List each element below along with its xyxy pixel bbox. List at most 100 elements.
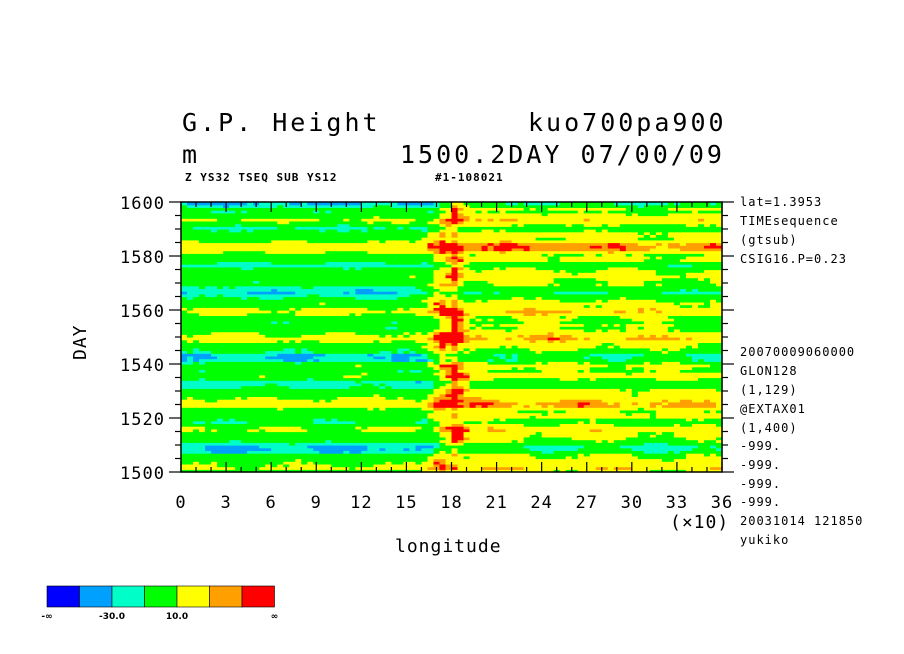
heatmap-cell — [391, 382, 398, 387]
heatmap-cell — [553, 342, 561, 346]
heatmap-cell — [205, 423, 212, 427]
heatmap-cell — [235, 453, 242, 457]
heatmap-cell — [469, 415, 477, 419]
heatmap-cell — [229, 372, 236, 376]
heatmap-cell — [469, 347, 477, 352]
heatmap-cell — [709, 380, 717, 384]
heatmap-cell — [295, 320, 302, 325]
heatmap-cell — [511, 345, 519, 349]
heatmap-cell — [475, 453, 483, 457]
heatmap-cell — [397, 326, 405, 330]
heatmap-cell — [481, 393, 489, 397]
heatmap-cell — [709, 436, 717, 441]
heatmap-cell — [505, 342, 513, 346]
heatmap-cell — [679, 331, 687, 335]
heatmap-cell — [679, 385, 687, 389]
heatmap-cell — [331, 463, 338, 468]
heatmap-cell — [679, 428, 687, 433]
heatmap-cell — [607, 418, 615, 422]
heatmap-cell — [571, 337, 579, 341]
heatmap-cell — [259, 366, 266, 370]
heatmap-cell — [325, 331, 332, 335]
heatmap-cell — [565, 364, 573, 368]
heatmap-cell — [469, 404, 477, 408]
heatmap-cell — [433, 442, 441, 446]
heatmap-cell — [469, 380, 477, 384]
heatmap-cell — [223, 428, 230, 433]
heatmap-cell — [319, 445, 326, 449]
heatmap-cell — [301, 401, 308, 406]
heatmap-cell — [643, 426, 651, 430]
heatmap-cell — [415, 331, 423, 335]
heatmap-cell — [301, 426, 308, 430]
heatmap-cell — [181, 337, 188, 341]
heatmap-cell — [643, 326, 651, 330]
heatmap-cell — [583, 358, 591, 362]
heatmap-cell — [661, 469, 669, 473]
heatmap-cell — [589, 345, 597, 349]
heatmap-cell — [709, 453, 717, 457]
heatmap-cell — [199, 434, 206, 438]
heatmap-cell — [349, 396, 356, 400]
heatmap-cell — [703, 364, 711, 368]
heatmap-cell — [319, 372, 326, 376]
heatmap-cell — [559, 350, 567, 354]
heatmap-cell — [253, 458, 260, 462]
heatmap-cell — [523, 396, 531, 400]
heatmap-cell — [313, 337, 320, 341]
heatmap-cell — [547, 358, 555, 362]
heatmap-cell — [619, 372, 627, 376]
heatmap-cell — [685, 404, 693, 408]
heatmap-cell — [325, 393, 332, 397]
heatmap-cell — [349, 353, 356, 357]
heatmap-cell — [457, 331, 465, 335]
heatmap-cell — [715, 350, 723, 354]
heatmap-cell — [235, 445, 242, 449]
heatmap-cell — [223, 358, 230, 362]
heatmap-cell — [529, 428, 537, 433]
heatmap-cell — [643, 331, 651, 335]
heatmap-cell — [247, 450, 254, 454]
heatmap-cell — [313, 428, 320, 433]
heatmap-cell — [517, 369, 525, 373]
heatmap-cell — [469, 458, 477, 462]
heatmap-cell — [247, 350, 254, 354]
heatmap-cell — [607, 328, 615, 333]
heatmap-cell — [709, 334, 717, 338]
x-axis-multiplier: (×10) — [670, 512, 730, 533]
heatmap-cell — [523, 382, 531, 387]
heatmap-cell — [673, 380, 681, 384]
heatmap-cell — [697, 396, 705, 400]
heatmap-cell — [523, 420, 531, 424]
heatmap-cell — [403, 358, 411, 362]
heatmap-cell — [421, 377, 429, 381]
heatmap-cell — [409, 439, 417, 443]
heatmap-cell — [193, 461, 200, 465]
heatmap-cell — [709, 439, 717, 443]
heatmap-cell — [457, 404, 465, 408]
heatmap-cell — [547, 436, 555, 441]
heatmap-cell — [691, 334, 699, 338]
heatmap-cell — [277, 436, 284, 441]
heatmap-cell — [415, 377, 423, 381]
heatmap-cell — [349, 426, 356, 430]
heatmap-cell — [457, 420, 465, 424]
heatmap-cell — [439, 372, 447, 376]
heatmap-cell — [613, 450, 621, 454]
heatmap-cell — [691, 372, 699, 376]
heatmap-cell — [373, 442, 380, 446]
heatmap-cell — [235, 458, 242, 462]
heatmap-cell — [199, 391, 206, 395]
heatmap-cell — [499, 393, 507, 397]
heatmap-cell — [181, 380, 188, 384]
heatmap-cell — [553, 334, 561, 338]
heatmap-cell — [343, 377, 350, 381]
heatmap-cell — [553, 434, 561, 438]
heatmap-cell — [355, 436, 362, 441]
heatmap-cell — [319, 377, 326, 381]
heatmap-cell — [313, 458, 320, 462]
heatmap-cell — [409, 374, 417, 379]
heatmap-cell — [463, 369, 471, 373]
heatmap-cell — [697, 447, 705, 451]
